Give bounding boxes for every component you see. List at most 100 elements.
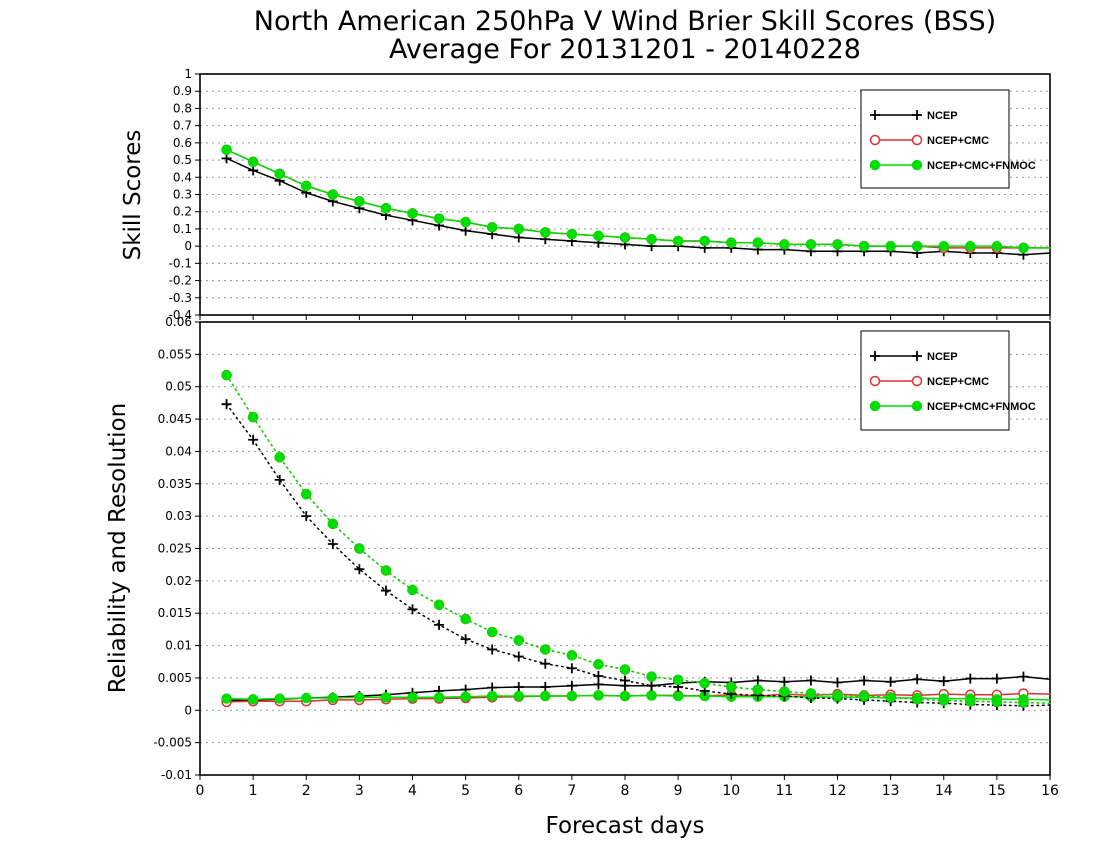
bottom-panel-data-point	[274, 693, 285, 704]
bottom-panel-ytick-label: 0.055	[158, 347, 192, 361]
bottom-panel-ytick-label: 0.045	[158, 412, 192, 426]
x-tick-label: 2	[302, 783, 311, 799]
bottom-panel: -0.01 -0.005 0 0.005 0.01 0.015 0.02 0.025 0.03 0…	[105, 315, 1059, 799]
bottom-panel-data-point	[221, 693, 232, 704]
bottom-panel-data-point	[832, 677, 843, 688]
bottom-panel-data-point	[566, 680, 577, 691]
x-tick-label: 10	[722, 783, 740, 799]
bottom-panel-data-point	[646, 690, 657, 701]
bottom-panel-data-point	[327, 518, 339, 530]
top-panel-ytick-label: 0.7	[173, 119, 192, 133]
top-panel-data-point	[779, 239, 790, 250]
x-tick-label: 4	[408, 783, 417, 799]
top-panel-ytick-label: 0.9	[173, 84, 192, 98]
bottom-panel-data-point	[540, 681, 551, 692]
bottom-panel-data-point	[699, 677, 710, 689]
bottom-panel-data-point	[301, 692, 312, 704]
bottom-panel-data-point	[486, 690, 498, 702]
bottom-panel-data-point	[540, 690, 551, 702]
bottom-panel-legend-label: NCEP	[927, 351, 958, 363]
bottom-panel-ytick-label: -0.01	[161, 768, 192, 782]
top-panel-legend-box	[860, 89, 1010, 189]
top-panel-ytick-label: -0.2	[169, 274, 192, 288]
bottom-panel-data-point	[1018, 697, 1029, 708]
bottom-panel-data-point	[752, 684, 764, 695]
bottom-panel-legend-marker	[911, 400, 923, 412]
bottom-panel-data-point	[885, 676, 896, 687]
top-panel-data-point	[726, 237, 737, 248]
top-panel-data-point	[513, 223, 524, 235]
top-panel-data-point	[247, 156, 259, 168]
bottom-panel-legend-label: NCEP+CMC+FNMOC	[927, 401, 1036, 413]
bottom-panel-ytick-label: 0.03	[165, 509, 192, 523]
top-panel-data-point	[221, 153, 232, 164]
top-panel-legend: NCEP NCEP+CMC NCEP+CMC+FNMOC	[860, 89, 1036, 189]
x-tick-label: 9	[674, 783, 683, 799]
bottom-panel-data-point	[938, 676, 949, 687]
bottom-panel-data-point	[593, 679, 604, 690]
bottom-panel-legend-label: NCEP+CMC	[927, 376, 989, 388]
bottom-panel-data-point	[301, 511, 312, 522]
bottom-panel-data-point	[1018, 671, 1029, 682]
bottom-panel-series-line	[225, 403, 1051, 707]
bottom-panel-data-point	[327, 538, 338, 549]
top-panel-data-point	[354, 196, 365, 207]
top-panel-data-point	[513, 232, 524, 243]
bottom-panel-data-point	[752, 675, 763, 686]
chart-title-line1: North American 250hPa V Wind Brier Skill…	[254, 6, 996, 37]
bottom-panel-data-point	[859, 675, 870, 686]
top-panel-data-point	[938, 240, 949, 252]
top-panel-ytick-label: 0.2	[173, 205, 192, 219]
top-panel-ytick-label: 0.8	[173, 101, 192, 115]
bottom-panel-data-point	[486, 626, 498, 638]
x-tick-label: 15	[988, 783, 1006, 799]
top-panel-legend-marker	[870, 110, 880, 120]
top-panel-legend-marker	[869, 159, 881, 171]
top-panel-ytick-label: -0.1	[169, 256, 192, 270]
bottom-panel-ytick-label: 0.025	[158, 542, 192, 556]
bottom-panel-data-point	[593, 659, 604, 670]
bottom-panel-legend-marker	[911, 375, 923, 387]
bottom-panel-data-point	[779, 686, 790, 697]
bottom-panel-data-point	[434, 619, 445, 630]
x-tick-label: 13	[882, 783, 900, 799]
bottom-panel-data-point	[247, 411, 259, 423]
bottom-panel-data-point	[593, 690, 604, 701]
bottom-panel-legend-marker	[869, 375, 881, 387]
bottom-panel-data-point	[672, 690, 684, 702]
top-panel-data-point	[380, 203, 392, 214]
bottom-panel-data-point	[965, 695, 976, 707]
bottom-panel-data-point	[620, 675, 630, 686]
bottom-panel-data-point	[487, 644, 498, 655]
top-panel-data-point	[327, 189, 339, 200]
bottom-panel-ytick-label: 0.035	[158, 477, 192, 491]
x-tick-label: 11	[775, 783, 793, 799]
bottom-panel-data-point	[380, 565, 392, 576]
bottom-panel-data-point	[513, 635, 524, 646]
top-panel-series-2	[221, 144, 1051, 254]
top-panel-ytick-label: 0.5	[173, 153, 192, 167]
x-tick-label: 7	[567, 783, 576, 799]
top-panel-legend-label: NCEP	[927, 110, 958, 122]
bottom-panel-data-point	[327, 692, 339, 704]
bottom-panel-series-2	[221, 690, 1051, 705]
bottom-panel-data-point	[672, 674, 684, 686]
top-panel-ytick-label: -0.4	[169, 308, 192, 322]
bottom-panel-data-point	[513, 651, 524, 662]
bottom-panel-data-point	[380, 692, 392, 703]
top-panel-ytick-label: 0	[184, 239, 192, 253]
top-panel-legend-marker	[911, 159, 923, 171]
top-panel-data-point	[407, 208, 418, 219]
bottom-panel-data-point	[247, 694, 259, 705]
bottom-panel-data-point	[805, 675, 816, 686]
top-panel-data-point	[885, 240, 896, 252]
x-tick-label: 12	[829, 783, 847, 799]
bottom-panel-data-point	[274, 474, 285, 485]
chart-panels: -0.4 -0.3 -0.2 -0.1 0 0.1 0.2 0.3 0.4 0.5 0.6 0.7 0.…	[105, 67, 1059, 799]
bottom-panel-data-point	[301, 488, 312, 500]
bottom-panel-legend-marker	[870, 351, 880, 361]
bottom-panel-data-point	[646, 671, 657, 682]
bottom-panel-data-point	[540, 644, 551, 655]
bottom-panel-data-point	[566, 690, 578, 702]
top-panel-data-point	[433, 213, 445, 224]
